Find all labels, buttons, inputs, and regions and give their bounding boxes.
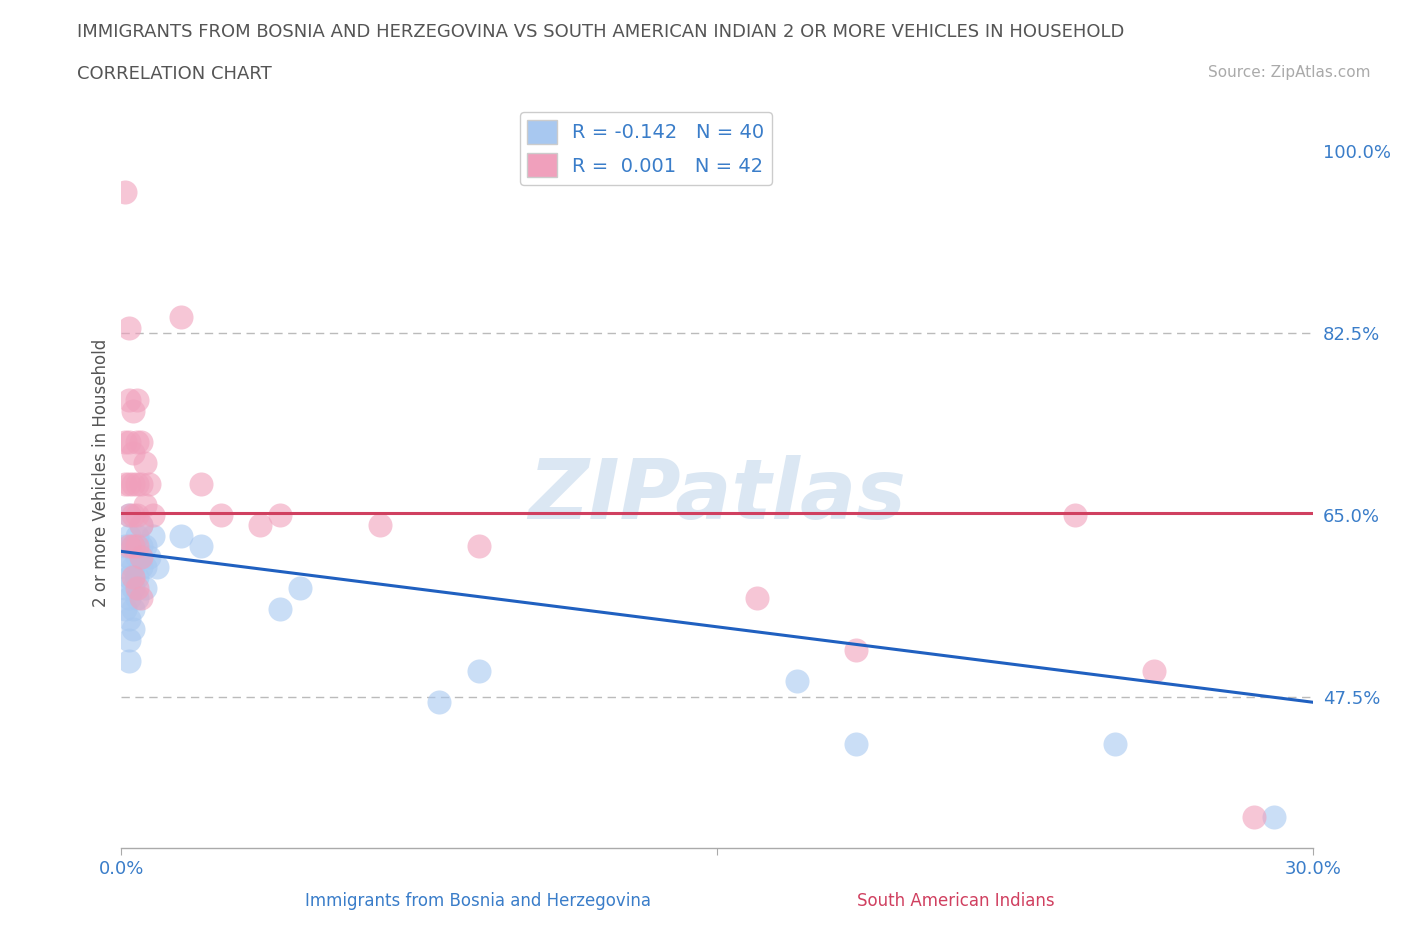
Point <box>127 393 149 408</box>
Point <box>122 404 145 418</box>
Point <box>131 518 153 533</box>
Point <box>131 591 153 605</box>
Point <box>190 538 212 553</box>
Point <box>118 508 141 523</box>
Point <box>745 591 768 605</box>
Point <box>127 538 149 553</box>
Point <box>118 549 141 564</box>
Point <box>114 434 136 449</box>
Point <box>118 476 141 491</box>
Point <box>146 560 169 575</box>
Point <box>122 508 145 523</box>
Point <box>170 310 193 325</box>
Point <box>127 508 149 523</box>
Point <box>131 434 153 449</box>
Point <box>142 528 165 543</box>
Point <box>114 560 136 575</box>
Point <box>290 580 312 595</box>
Point <box>122 601 145 616</box>
Point <box>127 528 149 543</box>
Point <box>142 508 165 523</box>
Point <box>138 549 160 564</box>
Point <box>118 528 141 543</box>
Point <box>114 476 136 491</box>
Point <box>127 570 149 585</box>
Point <box>127 580 149 595</box>
Text: Immigrants from Bosnia and Herzegovina: Immigrants from Bosnia and Herzegovina <box>305 892 651 910</box>
Point <box>1263 809 1285 824</box>
Text: IMMIGRANTS FROM BOSNIA AND HERZEGOVINA VS SOUTH AMERICAN INDIAN 2 OR MORE VEHICL: IMMIGRANTS FROM BOSNIA AND HERZEGOVINA V… <box>77 23 1125 41</box>
Point <box>190 476 212 491</box>
Point <box>1143 664 1166 679</box>
Point <box>118 632 141 647</box>
Point <box>249 518 271 533</box>
Point <box>209 508 232 523</box>
Point <box>127 549 149 564</box>
Point <box>1064 508 1087 523</box>
Point <box>134 580 156 595</box>
Y-axis label: 2 or more Vehicles in Household: 2 or more Vehicles in Household <box>93 339 110 607</box>
Point <box>134 560 156 575</box>
Point <box>138 476 160 491</box>
Point <box>131 538 153 553</box>
Point <box>845 737 868 751</box>
Legend: R = -0.142   N = 40, R =  0.001   N = 42: R = -0.142 N = 40, R = 0.001 N = 42 <box>520 113 772 185</box>
Point <box>122 538 145 553</box>
Point <box>122 538 145 553</box>
Point <box>118 612 141 627</box>
Point <box>118 393 141 408</box>
Point <box>131 560 153 575</box>
Text: Source: ZipAtlas.com: Source: ZipAtlas.com <box>1208 65 1371 80</box>
Point <box>131 476 153 491</box>
Point <box>122 580 145 595</box>
Text: South American Indians: South American Indians <box>858 892 1054 910</box>
Point <box>131 549 153 564</box>
Point <box>134 538 156 553</box>
Point <box>114 580 136 595</box>
Point <box>269 508 291 523</box>
Point <box>118 434 141 449</box>
Point <box>1104 737 1126 751</box>
Point <box>122 476 145 491</box>
Point <box>845 643 868 658</box>
Point <box>468 538 491 553</box>
Point <box>468 664 491 679</box>
Point <box>427 695 450 710</box>
Point <box>134 498 156 512</box>
Point <box>114 538 136 553</box>
Point <box>122 560 145 575</box>
Point <box>122 622 145 637</box>
Point <box>170 528 193 543</box>
Text: ZIPatlas: ZIPatlas <box>529 456 907 537</box>
Point <box>127 476 149 491</box>
Point <box>269 601 291 616</box>
Point <box>118 320 141 335</box>
Point <box>118 653 141 668</box>
Text: CORRELATION CHART: CORRELATION CHART <box>77 65 273 83</box>
Point <box>118 570 141 585</box>
Point <box>114 185 136 200</box>
Point <box>134 456 156 471</box>
Point <box>786 674 808 689</box>
Point <box>368 518 391 533</box>
Point <box>127 434 149 449</box>
Point <box>1243 809 1265 824</box>
Point <box>131 518 153 533</box>
Point <box>118 538 141 553</box>
Point <box>118 508 141 523</box>
Point <box>127 591 149 605</box>
Point <box>118 591 141 605</box>
Point <box>122 445 145 460</box>
Point <box>122 570 145 585</box>
Point <box>114 601 136 616</box>
